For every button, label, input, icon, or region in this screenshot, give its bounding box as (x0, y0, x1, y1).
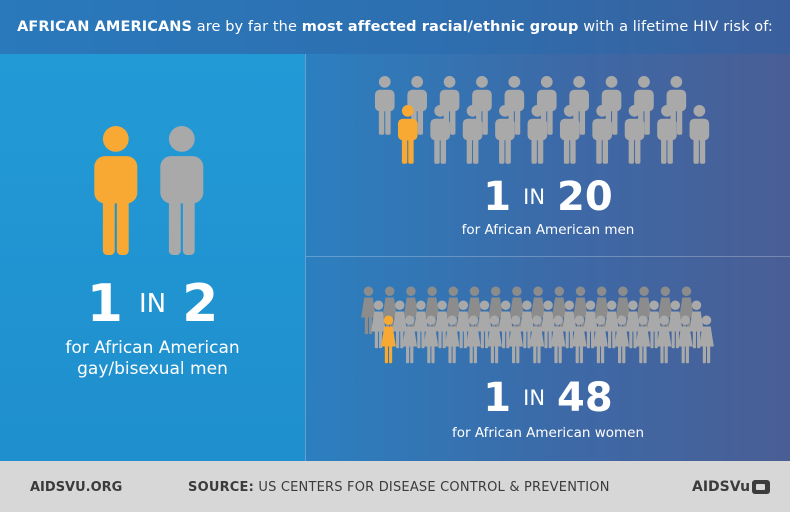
header-text: AFRICAN AMERICANS are by far the most af… (17, 19, 773, 35)
stat-numerator: 1 (483, 174, 512, 220)
caption-1-in-48: for African American women (451, 425, 645, 441)
main-panel: 1 IN 2 for African American gay/bisexual… (0, 54, 790, 461)
male-figure-icon (689, 105, 710, 164)
stat-1-in-2: 1 IN 2 (0, 272, 305, 336)
stat-1-in-20: 1 IN 20 (306, 172, 790, 222)
female-figure-icon (529, 315, 545, 364)
female-figure-icon (434, 300, 450, 349)
stat-in: IN (523, 386, 546, 410)
female-figure-icon (614, 315, 630, 364)
site-link[interactable]: AIDSVU.ORG (30, 480, 123, 495)
caption-line-2: gay/bisexual men (77, 359, 228, 379)
female-figure-icon (689, 300, 704, 349)
female-figure-icon (677, 315, 693, 364)
male-figure-icon (559, 105, 580, 164)
female-figure-icon (519, 300, 535, 349)
male-figure-icon (624, 105, 645, 164)
male-figure-icon (374, 76, 395, 135)
left-panel (0, 54, 305, 461)
female-figure-icon (571, 315, 587, 364)
male-figure-icon (495, 105, 515, 164)
footer: AIDSVU.ORG SOURCE: US CENTERS FOR DISEAS… (0, 461, 790, 512)
female-figure-icon (423, 315, 439, 364)
caption-1-in-2: for African American gay/bisexual men (0, 338, 305, 380)
male-figure-icon (462, 105, 483, 164)
male-figure-icon (657, 105, 677, 164)
female-figure-icon (487, 315, 502, 364)
caption-1-in-20: for African American men (461, 222, 635, 238)
male-figure-icon (439, 76, 460, 135)
stat-in: IN (523, 185, 546, 209)
figures-1-in-20 (374, 76, 710, 164)
stat-denominator: 48 (557, 375, 613, 421)
female-figure-icon (498, 300, 514, 349)
female-figure-icon (540, 300, 556, 349)
caption-line-1: for African American (65, 338, 240, 358)
stat-denominator: 20 (557, 174, 613, 220)
source-credit: SOURCE: US CENTERS FOR DISEASE CONTROL &… (188, 480, 610, 495)
stat-in: IN (138, 289, 167, 319)
female-figure-icon (699, 315, 714, 364)
male-figure-icon (430, 105, 450, 164)
female-figure-icon (477, 300, 492, 349)
female-figure-icon (604, 300, 620, 349)
female-figure-icon (635, 315, 651, 364)
figures-1-in-2 (94, 126, 204, 255)
female-figure-icon (444, 315, 460, 364)
female-figure-icon (371, 300, 386, 349)
male-figure-icon (160, 126, 204, 255)
figures-1-in-48 (361, 286, 714, 364)
male-figure-icon (527, 105, 548, 164)
stat-numerator: 1 (483, 375, 512, 421)
male-figure-icon (94, 126, 138, 255)
female-figure-icon (625, 300, 641, 349)
female-figure-icon (455, 300, 471, 349)
horizontal-divider (306, 256, 790, 257)
male-figure-icon (397, 105, 418, 164)
female-figure-icon (392, 300, 408, 349)
female-figure-icon (583, 300, 598, 349)
female-figure-icon (593, 315, 608, 364)
female-figure-icon (656, 315, 672, 364)
header-banner: AFRICAN AMERICANS are by far the most af… (0, 0, 790, 54)
female-figure-icon (646, 300, 662, 349)
stat-1-in-48: 1 IN 48 (306, 374, 790, 422)
female-figure-icon (508, 315, 524, 364)
male-figure-icon (592, 105, 612, 164)
female-figure-icon (550, 315, 566, 364)
female-figure-icon (402, 315, 418, 364)
female-figure-icon (465, 315, 481, 364)
vertical-divider (305, 54, 306, 461)
aidsvu-logo[interactable]: AIDSVu (692, 479, 771, 495)
stat-numerator: 1 (86, 274, 123, 334)
female-figure-icon (413, 300, 429, 349)
female-figure-icon (561, 300, 577, 349)
stat-denominator: 2 (182, 274, 219, 334)
speech-bubble-icon (752, 480, 771, 494)
female-figure-icon (361, 286, 376, 335)
female-figure-icon (381, 315, 396, 364)
female-figure-icon (667, 300, 683, 349)
